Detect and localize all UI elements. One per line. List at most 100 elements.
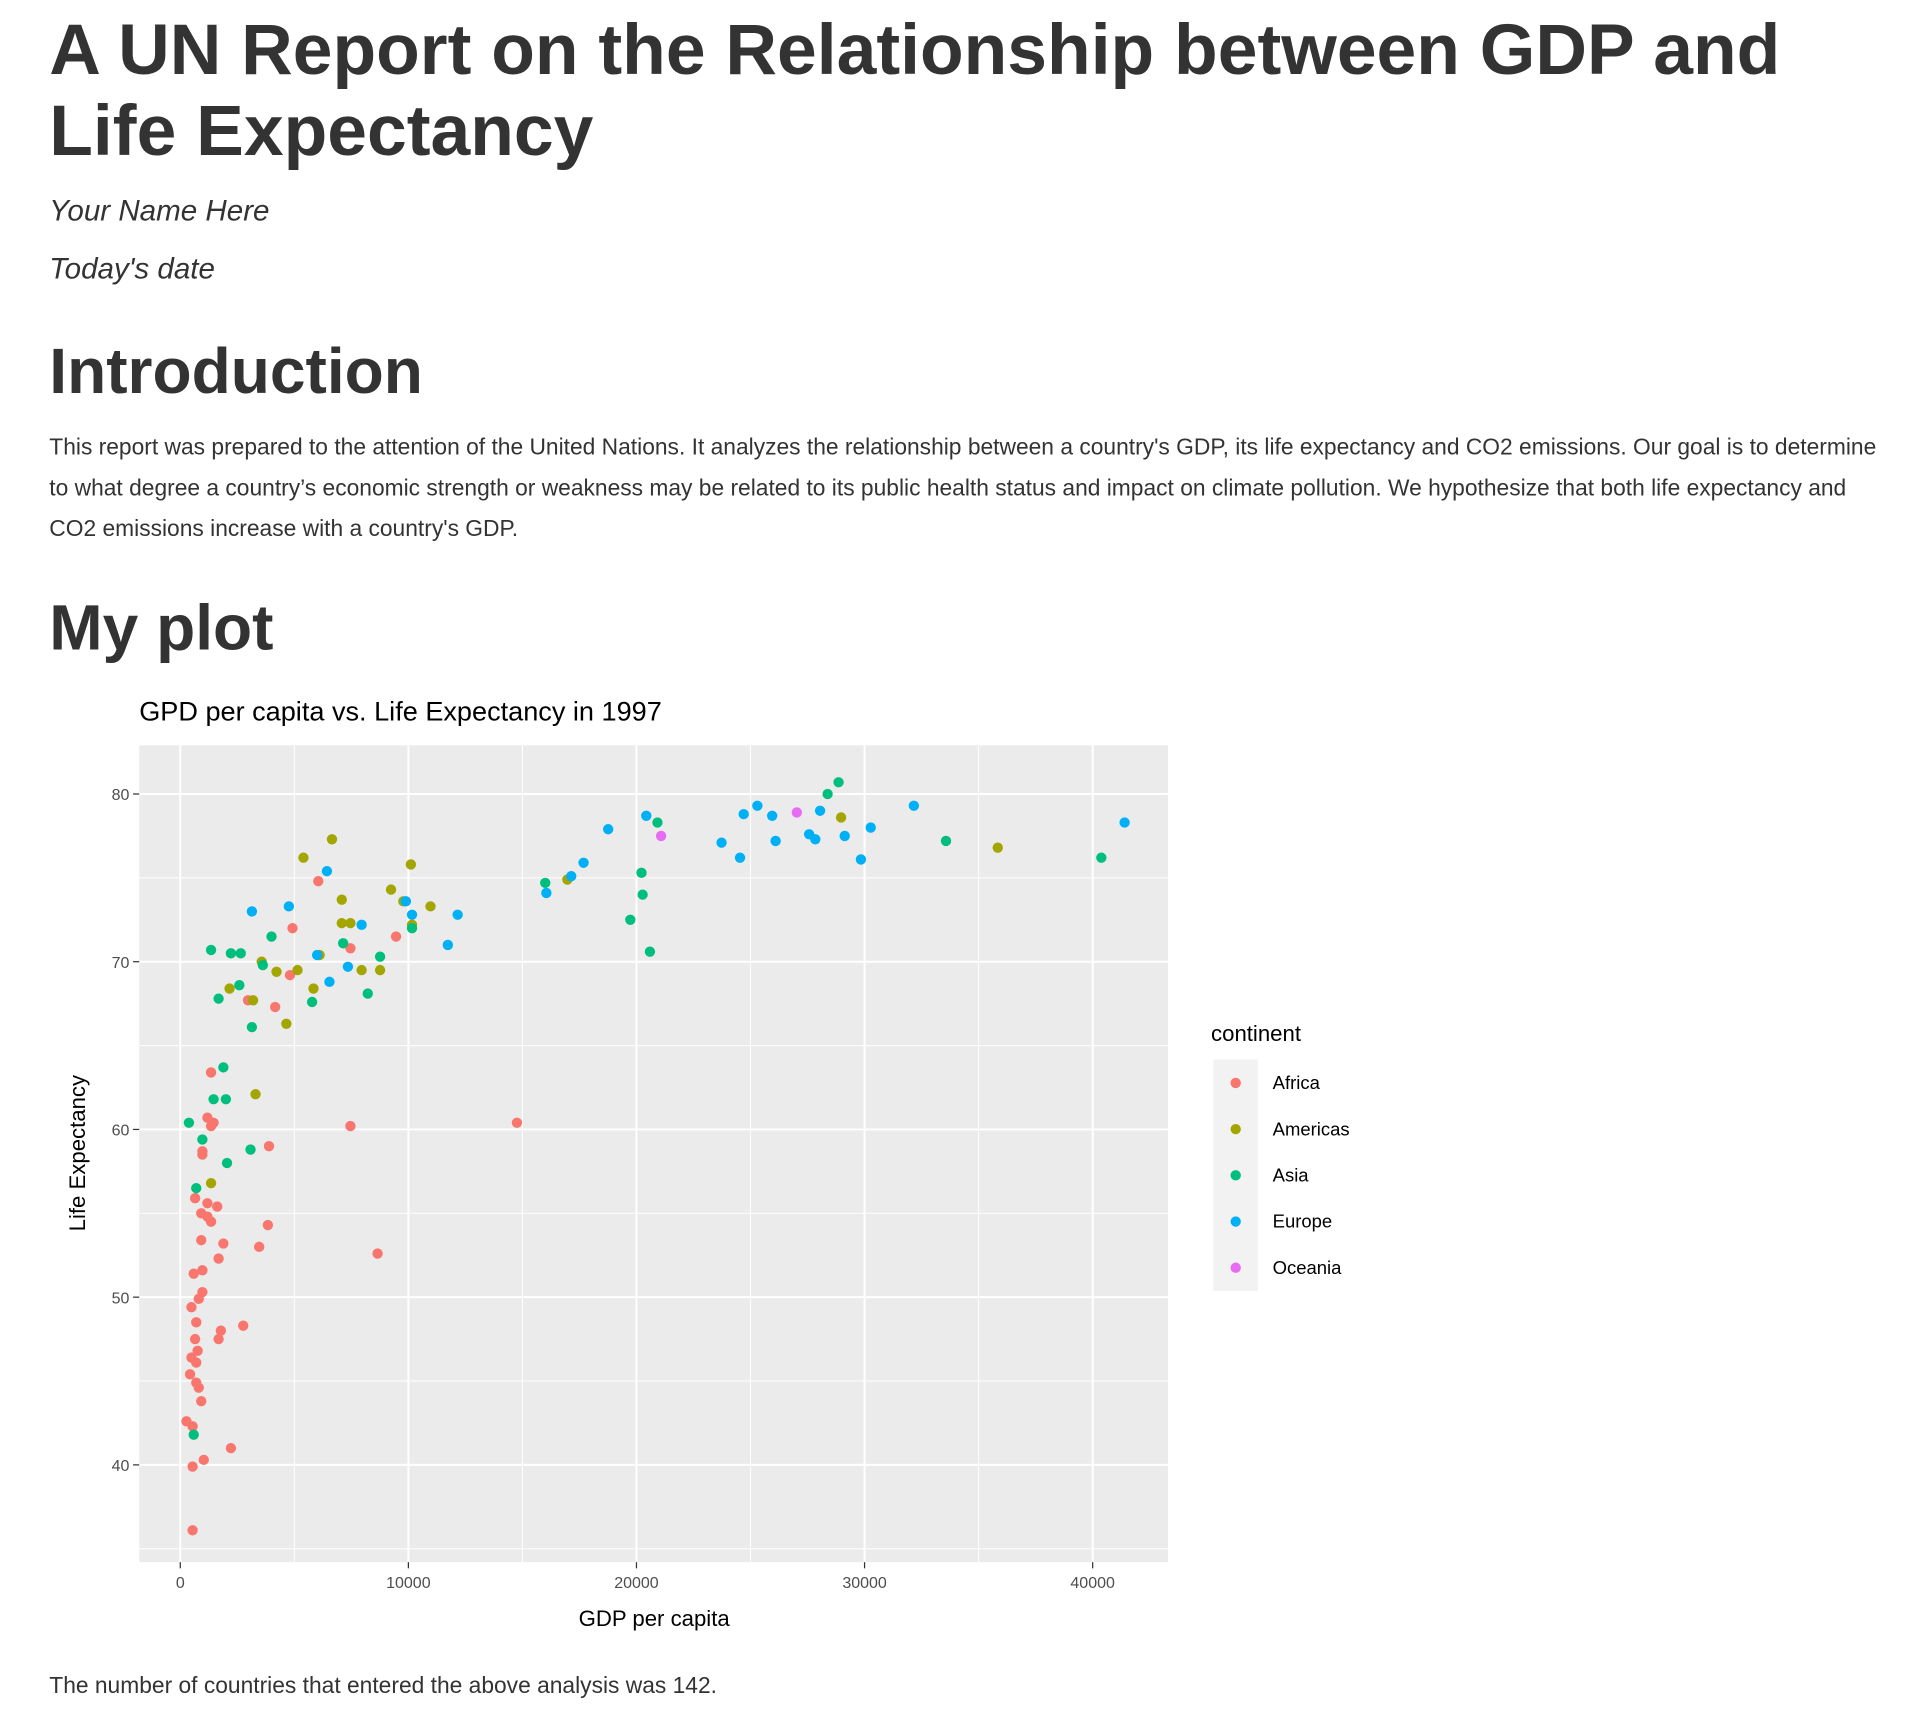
data-point-asia bbox=[337, 938, 349, 949]
data-point-asia bbox=[183, 1117, 195, 1128]
data-point-africa bbox=[218, 1238, 229, 1249]
data-point-africa bbox=[511, 1117, 523, 1128]
data-point-asia bbox=[266, 931, 277, 942]
data-point-africa bbox=[189, 1193, 201, 1204]
legend-label-oceania: Oceania bbox=[1273, 1257, 1343, 1278]
data-point-europe bbox=[452, 909, 463, 920]
data-point-asia bbox=[245, 1144, 256, 1155]
legend-label-asia: Asia bbox=[1273, 1164, 1310, 1185]
data-point-africa bbox=[188, 1268, 199, 1279]
data-point-asia bbox=[234, 980, 245, 991]
data-point-europe bbox=[324, 976, 335, 988]
data-point-europe bbox=[442, 939, 454, 951]
data-point-asia bbox=[220, 1094, 232, 1105]
data-point-americas bbox=[292, 964, 303, 976]
data-point-asia bbox=[205, 944, 217, 956]
x-tick-label: 10000 bbox=[386, 1575, 431, 1592]
data-point-americas bbox=[224, 983, 235, 994]
footer-text: The number of countries that entered the… bbox=[49, 1671, 717, 1698]
data-point-africa bbox=[192, 1345, 203, 1357]
legend-label-americas: Americas bbox=[1273, 1118, 1350, 1139]
data-point-asia bbox=[625, 914, 636, 925]
data-point-asia bbox=[221, 1157, 233, 1169]
author: Your Name Here bbox=[49, 194, 270, 228]
data-point-africa bbox=[269, 1001, 281, 1013]
x-tick-label: 30000 bbox=[842, 1575, 887, 1592]
chart-title: GPD per capita vs. Life Expectancy in 19… bbox=[139, 696, 662, 727]
data-point-europe bbox=[814, 805, 826, 816]
data-point-asia bbox=[652, 817, 663, 828]
data-point-europe bbox=[641, 810, 652, 821]
data-point-africa bbox=[184, 1369, 196, 1380]
data-point-oceania bbox=[791, 807, 802, 818]
data-point-americas bbox=[250, 1089, 261, 1100]
data-point-africa bbox=[186, 1302, 197, 1313]
data-point-asia bbox=[246, 1021, 258, 1033]
data-point-americas bbox=[345, 917, 356, 929]
data-point-africa bbox=[205, 1067, 217, 1078]
data-point-africa bbox=[193, 1293, 204, 1305]
data-point-americas bbox=[425, 901, 436, 912]
data-point-americas bbox=[271, 966, 282, 977]
data-point-africa bbox=[202, 1198, 213, 1209]
data-point-asia bbox=[218, 1062, 229, 1073]
data-point-africa bbox=[193, 1382, 204, 1393]
data-point-africa bbox=[254, 1241, 265, 1253]
data-point-asia bbox=[636, 867, 647, 879]
data-point-asia bbox=[197, 1134, 208, 1145]
data-point-africa bbox=[187, 1421, 198, 1432]
plot-panel bbox=[139, 745, 1168, 1563]
data-point-americas bbox=[205, 1177, 217, 1189]
data-point-americas bbox=[298, 852, 309, 863]
data-point-europe bbox=[283, 901, 295, 912]
data-point-asia bbox=[940, 835, 952, 847]
data-point-asia bbox=[306, 996, 318, 1008]
data-point-asia bbox=[225, 948, 237, 959]
data-point-africa bbox=[198, 1454, 209, 1466]
data-point-africa bbox=[238, 1320, 249, 1331]
data-point-oceania bbox=[655, 830, 667, 842]
data-point-africa bbox=[205, 1216, 217, 1227]
data-point-africa bbox=[196, 1234, 207, 1246]
data-point-asia bbox=[191, 1182, 202, 1194]
data-point-europe bbox=[321, 865, 333, 877]
data-point-europe bbox=[342, 961, 354, 972]
data-point-africa bbox=[215, 1325, 227, 1336]
x-tick-label: 20000 bbox=[614, 1575, 659, 1592]
data-point-europe bbox=[752, 800, 763, 811]
data-point-africa bbox=[345, 943, 356, 954]
data-point-americas bbox=[835, 812, 847, 823]
y-tick-label: 80 bbox=[112, 787, 130, 804]
data-point-africa bbox=[212, 1201, 223, 1212]
legend-key-asia bbox=[1230, 1170, 1241, 1181]
data-point-americas bbox=[356, 964, 367, 976]
data-point-europe bbox=[839, 830, 850, 842]
report-title: A UN Report on the Relationship between … bbox=[49, 9, 1781, 172]
data-point-africa bbox=[225, 1442, 237, 1454]
y-tick-label: 70 bbox=[112, 955, 130, 972]
x-tick-label: 0 bbox=[176, 1575, 185, 1592]
data-point-americas bbox=[405, 859, 417, 870]
legend-label-africa: Africa bbox=[1273, 1072, 1321, 1093]
plot-heading: My plot bbox=[49, 592, 274, 665]
data-point-africa bbox=[191, 1357, 202, 1368]
x-tick-label: 40000 bbox=[1070, 1575, 1115, 1592]
data-point-asia bbox=[833, 777, 844, 788]
data-point-africa bbox=[313, 876, 324, 887]
data-point-europe bbox=[767, 810, 778, 821]
y-tick-label: 60 bbox=[112, 1123, 130, 1140]
data-point-europe bbox=[578, 857, 589, 868]
legend-key-africa bbox=[1230, 1077, 1241, 1089]
legend-key-americas bbox=[1230, 1123, 1241, 1135]
legend-label-europe: Europe bbox=[1273, 1211, 1333, 1232]
date: Today's date bbox=[49, 252, 215, 286]
legend: Africa Americas Asia Europe Oceania bbox=[1213, 1059, 1350, 1292]
data-point-africa bbox=[191, 1317, 202, 1328]
data-point-americas bbox=[336, 894, 347, 905]
data-point-europe bbox=[603, 824, 614, 835]
data-point-asia bbox=[1096, 852, 1107, 863]
data-point-asia bbox=[188, 1429, 199, 1440]
x-axis-label: GDP per capita bbox=[579, 1606, 731, 1631]
data-point-africa bbox=[390, 931, 402, 942]
